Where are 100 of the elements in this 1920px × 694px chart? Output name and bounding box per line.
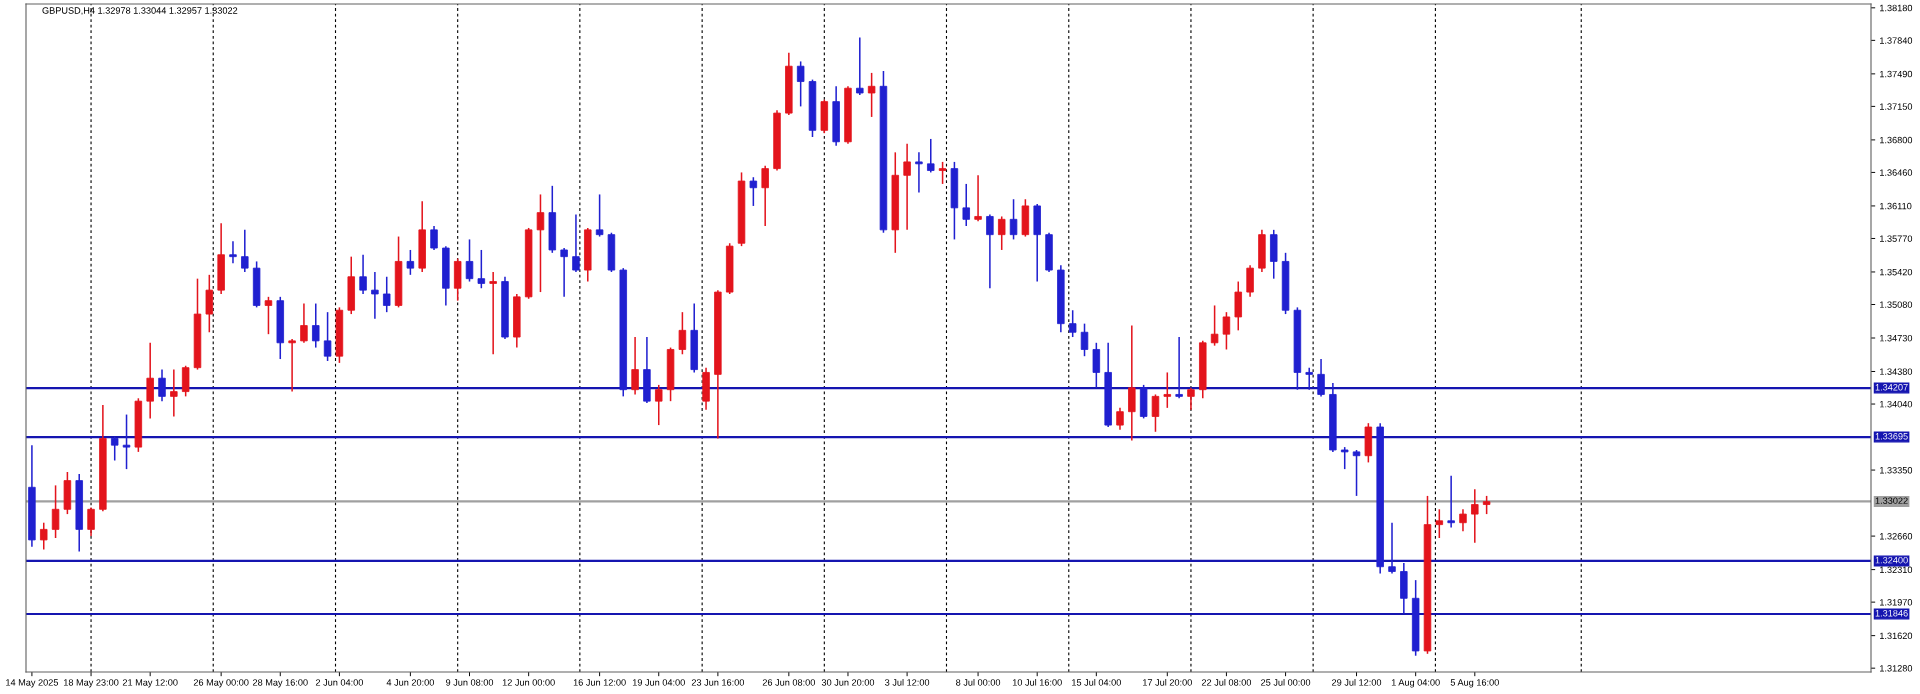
candlestick	[1187, 387, 1195, 411]
x-tick-label: 23 Jun 16:00	[691, 679, 745, 686]
candlestick	[170, 368, 178, 418]
candlestick	[288, 338, 296, 393]
y-tick-label: 1.34730	[1880, 334, 1913, 342]
candlestick	[1068, 309, 1077, 338]
candlestick	[1340, 446, 1349, 470]
x-tick-label: 9 Jun 08:00	[445, 679, 494, 686]
candlestick	[371, 271, 379, 320]
candlestick	[1435, 508, 1444, 539]
candlestick	[631, 336, 639, 396]
y-tick-label: 1.32310	[1880, 566, 1913, 574]
y-tick-label: 1.36460	[1880, 169, 1913, 176]
y-tick-label: 1.37840	[1880, 37, 1913, 44]
x-tick-label: 2 Jun 04:00	[315, 679, 364, 686]
y-tick-label: 1.32660	[1880, 533, 1913, 540]
y-tick-label: 1.33350	[1880, 466, 1913, 474]
y-tick-label: 1.31620	[1880, 632, 1913, 640]
candlestick	[655, 384, 663, 426]
candlestick	[997, 215, 1006, 251]
y-tick-label: 1.36800	[1880, 136, 1913, 144]
ref-line-label: 1.32400	[1875, 556, 1908, 564]
candlestick	[406, 249, 415, 276]
x-tick-label: 18 May 23:00	[63, 679, 119, 688]
y-tick-label: 1.37150	[1880, 103, 1913, 110]
candlestick	[241, 229, 249, 273]
y-tick-label: 1.35080	[1880, 301, 1913, 308]
candlestick	[205, 274, 214, 334]
candlestick	[974, 174, 982, 223]
candlestick	[796, 60, 805, 108]
candlestick	[1080, 322, 1089, 357]
y-tick-label: 1.35420	[1880, 268, 1913, 276]
candlestick	[749, 176, 758, 207]
candlestick	[1163, 371, 1172, 409]
y-tick-label: 1.34040	[1880, 400, 1913, 408]
x-tick-label: 17 Jul 20:00	[1143, 678, 1192, 686]
candlestick	[1305, 366, 1313, 391]
candlestick	[122, 413, 131, 470]
candlestick	[264, 296, 273, 335]
candlestick	[1116, 407, 1124, 431]
candlestick	[1246, 264, 1254, 298]
x-tick-label: 4 Jun 20:00	[386, 679, 434, 686]
candlestick	[1128, 324, 1136, 442]
x-tick-label: 8 Jul 00:00	[956, 678, 1001, 686]
candlestick	[51, 484, 60, 539]
x-tick-label: 15 Jul 04:00	[1072, 678, 1121, 686]
candlestick	[181, 364, 190, 398]
candlestick	[229, 240, 237, 265]
y-tick-label: 1.35770	[1880, 235, 1913, 242]
candlestick	[430, 225, 438, 251]
candlestick	[465, 238, 474, 283]
x-tick-label: 22 Jul 08:00	[1201, 678, 1252, 686]
x-tick-label: 14 May 2025	[6, 679, 59, 688]
candlestick	[489, 271, 497, 356]
candlestick	[1352, 449, 1361, 497]
candlestick	[158, 368, 166, 402]
x-tick-label: 21 May 12:00	[122, 679, 178, 688]
candlestick	[1482, 495, 1491, 515]
x-tick-label: 3 Jul 12:00	[885, 678, 930, 686]
candlestick	[477, 249, 486, 289]
x-tick-label: 29 Jul 12:00	[1332, 678, 1382, 686]
x-tick-label: 30 Jun 20:00	[821, 679, 875, 686]
candlestick	[962, 183, 970, 227]
ref-line-label: 1.33022	[1875, 497, 1908, 504]
candlestick	[110, 435, 119, 462]
candlestick	[146, 342, 154, 420]
candlestick	[1471, 488, 1479, 544]
candlestick	[382, 275, 391, 313]
ref-line-label: 1.33695	[1875, 433, 1908, 440]
candlestick	[678, 311, 687, 356]
candlestick	[87, 506, 95, 537]
x-tick-label: 28 May 16:00	[252, 679, 308, 688]
x-tick-label: 5 Aug 16:00	[1450, 679, 1499, 688]
x-tick-label: 26 May 00:00	[193, 679, 249, 688]
x-tick-label: 16 Jun 12:00	[573, 679, 626, 686]
x-tick-label: 19 Jun 04:00	[632, 679, 685, 686]
candlestick	[1317, 358, 1325, 398]
candlestick	[1151, 393, 1160, 433]
candlestick	[856, 36, 864, 96]
candlestick	[927, 138, 935, 174]
ref-line-label: 1.34207	[1875, 384, 1908, 391]
candlestick	[915, 151, 923, 194]
candlestick	[323, 311, 332, 362]
candlestick	[572, 213, 580, 273]
candlestick	[40, 521, 48, 551]
candlestick	[867, 72, 876, 118]
candlestick	[359, 253, 367, 295]
y-tick-label: 1.31280	[1880, 665, 1913, 672]
x-tick-label: 25 Jul 00:00	[1261, 678, 1311, 686]
candlestick	[1222, 311, 1231, 351]
y-tick-label: 1.37490	[1880, 70, 1913, 78]
y-tick-label: 1.31970	[1880, 599, 1913, 606]
candlestick	[1388, 521, 1396, 575]
y-tick-label: 1.38180	[1880, 4, 1913, 12]
x-tick-label: 10 Jul 16:00	[1012, 678, 1062, 686]
candlestick	[1459, 508, 1467, 533]
candlestick	[300, 302, 308, 344]
x-tick-label: 12 Jun 00:00	[502, 679, 555, 686]
candlestick	[1092, 342, 1101, 389]
candlestick	[986, 213, 994, 289]
